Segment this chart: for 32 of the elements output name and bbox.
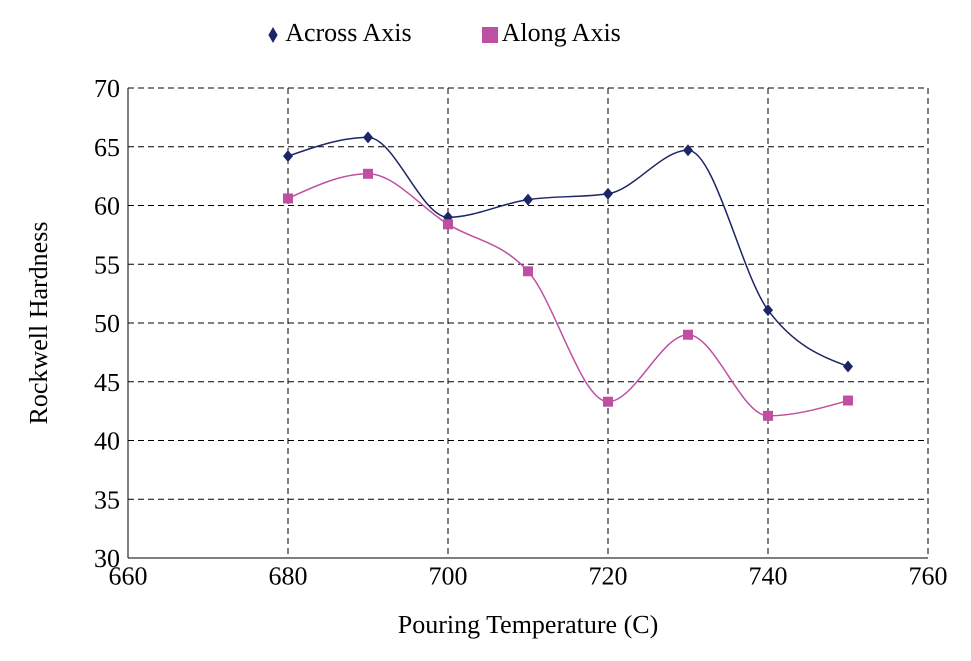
- x-tick-label: 680: [268, 561, 308, 590]
- point: [763, 410, 773, 421]
- point: [603, 188, 613, 200]
- point: [443, 219, 453, 230]
- x-tick-label: 700: [428, 561, 468, 590]
- legend-label: Across Axis: [285, 18, 412, 47]
- y-tick-label: 35: [94, 485, 120, 514]
- point: [363, 168, 373, 179]
- point: [523, 266, 533, 276]
- legend-label: Along Axis: [502, 18, 621, 47]
- point: [523, 194, 533, 206]
- y-tick-label: 55: [94, 250, 120, 280]
- x-tick-label: 760: [908, 561, 948, 590]
- y-tick-label: 70: [94, 74, 120, 104]
- y-tick-label: 40: [94, 426, 120, 456]
- y-axis-title: Rockwell Hardness: [24, 222, 54, 424]
- x-tick-label: 720: [588, 561, 628, 590]
- y-tick-label: 65: [94, 132, 120, 162]
- point: [283, 193, 293, 204]
- point: [603, 396, 613, 407]
- y-tick-label: 60: [94, 192, 120, 221]
- point: [363, 131, 373, 144]
- point: [763, 304, 773, 316]
- point: [843, 360, 853, 372]
- point: [683, 330, 693, 340]
- y-tick-label: 50: [94, 309, 120, 338]
- x-tick-label: 740: [748, 561, 788, 590]
- y-tick-label: 45: [94, 368, 120, 397]
- x-axis-title: Pouring Temperature (C): [398, 610, 658, 639]
- point: [683, 144, 693, 156]
- point: [283, 150, 293, 162]
- point: [843, 396, 853, 406]
